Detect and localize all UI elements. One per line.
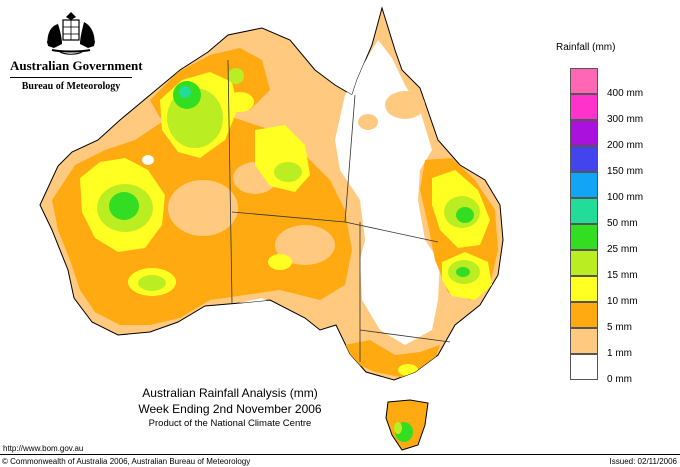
footer-copyright: © Commonwealth of Australia 2006, Austra… <box>2 457 251 466</box>
rain-25mm-wa <box>109 192 139 220</box>
legend-label: 100 mm <box>607 192 644 203</box>
government-logo-block: Australian Government Bureau of Meteorol… <box>10 8 143 92</box>
legend-swatch <box>570 224 598 250</box>
footer-url: http://www.bom.gov.au <box>3 444 84 453</box>
legend-swatch <box>570 172 598 198</box>
legend-title: Rainfall (mm) <box>556 42 616 53</box>
legend-swatch <box>570 328 598 354</box>
legend-swatch <box>570 250 598 276</box>
legend-label: 10 mm <box>607 296 638 307</box>
legend-swatch <box>570 198 598 224</box>
legend-swatch <box>570 94 598 120</box>
coat-of-arms-icon <box>47 12 95 55</box>
footer-issued-date: Issued: 02/11/2006 <box>609 457 677 466</box>
legend-label: 5 mm <box>607 322 632 333</box>
legend-label: 300 mm <box>607 114 644 125</box>
footer-divider <box>0 454 680 455</box>
legend-label: 15 mm <box>607 270 638 281</box>
legend-swatch <box>570 302 598 328</box>
legend-swatch <box>570 146 598 172</box>
map-title: Australian Rainfall Analysis (mm) <box>142 386 318 400</box>
government-name: Australian Government <box>10 58 143 73</box>
legend-label: 150 mm <box>607 166 644 177</box>
map-title-block: Australian Rainfall Analysis (mm) Week E… <box>110 386 350 429</box>
legend-label: 25 mm <box>607 244 638 255</box>
rain-50mm-kimberley <box>179 86 191 98</box>
legend-swatch <box>570 354 598 380</box>
map-period: Week Ending 2nd November 2006 <box>138 402 322 416</box>
header-divider <box>10 77 132 78</box>
map-product: Product of the National Climate Centre <box>148 418 312 429</box>
state-borders <box>227 59 451 362</box>
legend-label: 0 mm <box>607 374 632 385</box>
legend-swatch <box>570 120 598 146</box>
legend-label: 50 mm <box>607 218 638 229</box>
legend-swatch <box>570 68 598 94</box>
legend-swatch <box>570 276 598 302</box>
legend-label: 400 mm <box>607 88 644 99</box>
legend-label: 1 mm <box>607 348 632 359</box>
legend-label: 200 mm <box>607 140 644 151</box>
agency-name: Bureau of Meteorology <box>21 81 121 92</box>
